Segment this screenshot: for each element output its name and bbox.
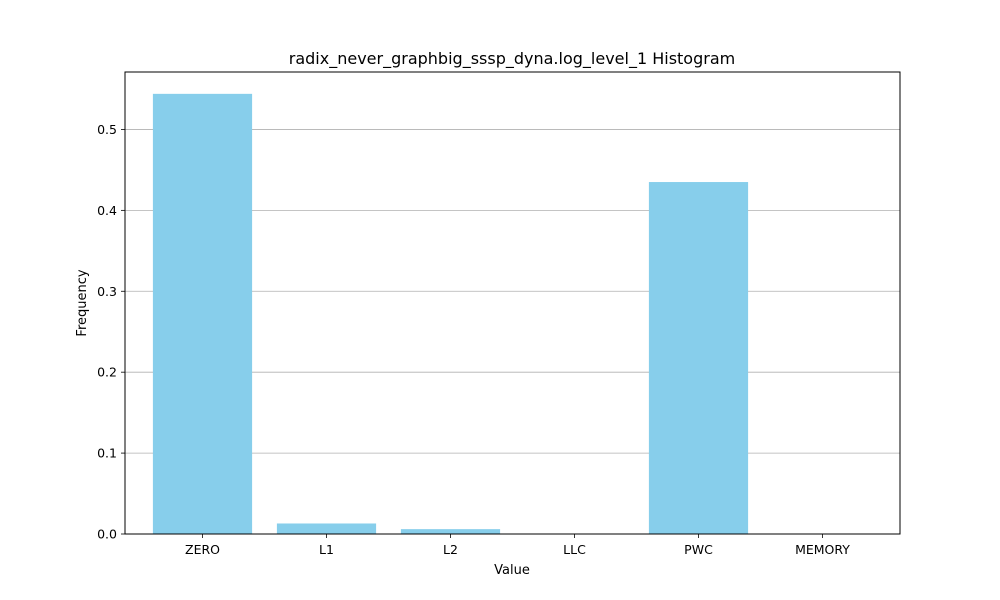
x-tick-label-memory: MEMORY bbox=[795, 542, 850, 557]
chart-title: radix_never_graphbig_sssp_dyna.log_level… bbox=[289, 49, 735, 69]
x-tick-label-llc: LLC bbox=[563, 542, 586, 557]
y-tick-label: 0.3 bbox=[97, 284, 117, 299]
y-axis-label: Frequency bbox=[75, 269, 90, 336]
y-tick-label: 0.4 bbox=[97, 203, 117, 218]
plot-frame bbox=[124, 71, 901, 535]
x-axis-label: Value bbox=[494, 563, 530, 578]
x-axis-ticks: ZERO L1 L2 LLC PWC MEMORY bbox=[185, 534, 850, 557]
y-axis-ticks: 0.0 0.1 0.2 0.3 0.4 0.5 bbox=[97, 122, 125, 542]
x-tick-label-l2: L2 bbox=[443, 542, 458, 557]
y-tick-label: 0.2 bbox=[97, 365, 117, 380]
x-tick-label-l1: L1 bbox=[319, 542, 334, 557]
bar-pwc bbox=[648, 182, 749, 535]
bar-l1 bbox=[276, 523, 377, 534]
bar-zero bbox=[152, 93, 253, 534]
grid bbox=[125, 129, 900, 454]
bar-l2 bbox=[400, 529, 501, 534]
y-tick-label: 0.0 bbox=[97, 527, 117, 542]
y-tick-label: 0.5 bbox=[97, 122, 117, 137]
x-tick-label-pwc: PWC bbox=[684, 542, 713, 557]
bars bbox=[152, 93, 749, 535]
x-tick-label-zero: ZERO bbox=[185, 542, 220, 557]
y-tick-label: 0.1 bbox=[97, 446, 117, 461]
